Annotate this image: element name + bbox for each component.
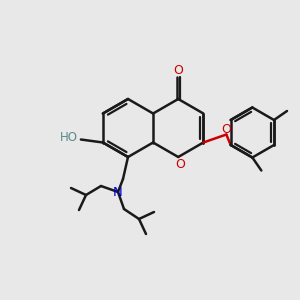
Text: O: O [175,158,185,170]
Text: HO: HO [60,131,78,144]
Text: N: N [113,185,123,199]
Text: O: O [221,123,231,136]
Text: O: O [173,64,183,77]
